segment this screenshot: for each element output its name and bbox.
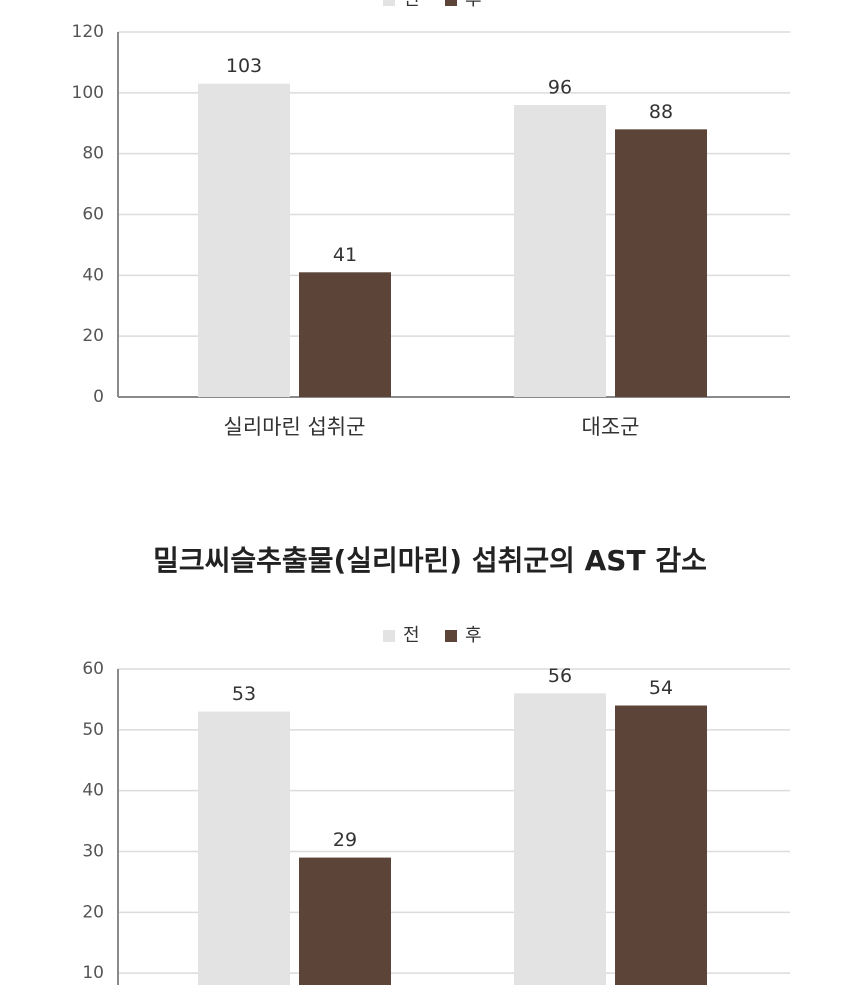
y-tick-label: 30 (82, 842, 104, 862)
y-tick-label: 100 (72, 83, 104, 103)
y-tick-label: 50 (82, 720, 104, 740)
x-tick-label: 실리마린 섭취군 (224, 415, 366, 439)
legend-swatch (445, 630, 457, 642)
data-label: 41 (333, 244, 357, 266)
legend-label: 전 (403, 625, 420, 646)
bar (299, 272, 391, 397)
legend-label: 후 (465, 0, 482, 10)
y-tick-label: 0 (93, 387, 104, 407)
data-label: 103 (226, 55, 262, 77)
y-tick-label: 60 (82, 205, 104, 225)
y-tick-label: 80 (82, 144, 104, 164)
data-label: 96 (548, 77, 572, 99)
y-tick-label: 60 (82, 659, 104, 679)
legend-label: 후 (465, 625, 482, 646)
y-tick-label: 10 (82, 963, 104, 983)
bar (198, 83, 290, 397)
y-tick-label: 40 (82, 781, 104, 801)
data-label: 29 (333, 829, 357, 851)
data-label: 88 (649, 101, 673, 123)
bar (514, 105, 606, 397)
bar (514, 693, 606, 985)
y-tick-label: 40 (82, 265, 104, 285)
bar (615, 129, 707, 398)
legend-swatch (383, 0, 395, 6)
data-label: 53 (232, 683, 256, 705)
y-tick-label: 20 (82, 326, 104, 346)
data-label: 54 (649, 677, 673, 699)
x-tick-label: 대조군 (582, 415, 640, 439)
y-tick-label: 20 (82, 902, 104, 922)
legend-swatch (383, 630, 395, 642)
legend-label: 전 (403, 0, 420, 10)
bar (299, 857, 391, 985)
bar (198, 711, 290, 985)
y-tick-label: 120 (72, 22, 104, 42)
legend-swatch (445, 0, 457, 6)
chart-title: 밀크씨슬추출물(실리마린) 섭취군의 AST 감소 (153, 544, 707, 577)
data-label: 56 (548, 665, 572, 687)
bar (615, 705, 707, 985)
